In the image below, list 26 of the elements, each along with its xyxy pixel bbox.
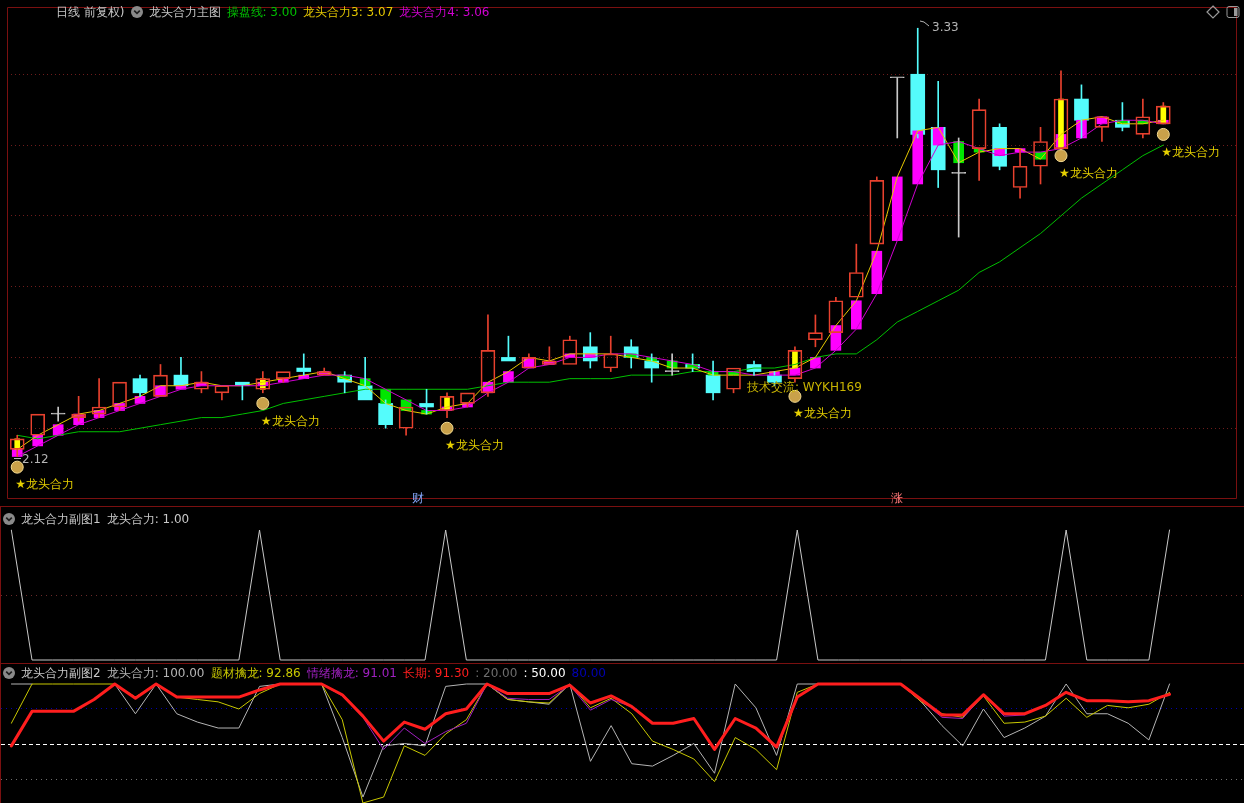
chart-title: 龙头合力副图1 — [21, 512, 101, 526]
data-label: ★龙头合力 — [1161, 144, 1221, 159]
chart-subtitle: 日线 前复权) — [56, 5, 125, 19]
annotation: 财 — [412, 491, 424, 506]
annotation: 技术交流: WYKH169 — [746, 380, 862, 395]
ref-line-label: : 50.00 — [523, 666, 566, 680]
text: 龙头合力: 1.00 — [106, 512, 190, 526]
data-label: ★龙头合力 — [260, 413, 320, 428]
series-label: 题材擒龙: 92.86 — [210, 666, 301, 680]
series-label: 龙头合力: 100.00 — [106, 666, 205, 680]
text: 龙头合力4: 3.06 — [399, 5, 490, 19]
annotation: 2.12 — [22, 452, 49, 467]
ref-line-label: : 20.00 — [475, 666, 518, 680]
series-label: 长期: 91.30 — [402, 666, 470, 680]
data-label: ★龙头合力 — [1058, 165, 1118, 180]
annotation: 涨 — [891, 491, 903, 506]
data-label: ★龙头合力 — [445, 438, 504, 453]
data-label: ★龙头合力 — [792, 406, 852, 421]
series-label: 情绪擒龙: 91.01 — [306, 666, 397, 680]
chart-title: 龙头合力主图 — [148, 5, 221, 19]
ref-line-label: 80.00 — [571, 666, 606, 680]
text: 操盘线: 3.00 — [226, 5, 298, 19]
annotation: 3.33 — [932, 20, 959, 35]
chart-title: 龙头合力副图2 — [21, 666, 101, 680]
data-label: ★龙头合力 — [15, 477, 74, 492]
text: 龙头合力3: 3.07 — [303, 5, 394, 19]
